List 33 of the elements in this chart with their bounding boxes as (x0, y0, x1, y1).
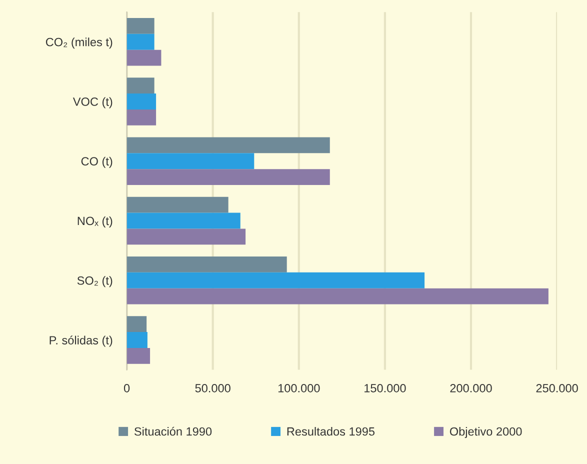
bar (126, 18, 154, 34)
bar (126, 212, 240, 229)
legend-label: Situación 1990 (134, 426, 212, 436)
x-tick-label: 250.000 (536, 384, 578, 392)
bar (126, 169, 330, 185)
bar (126, 109, 156, 126)
bar (126, 332, 148, 348)
bar (126, 196, 228, 213)
y-tick-label: CO₂ (miles t) (46, 38, 112, 49)
y-tick-label: CO (t) (81, 156, 112, 168)
x-tick-label: 200.000 (450, 384, 492, 392)
y-tick-label: SO₂ (t) (77, 276, 112, 288)
y-tick-label: NOₓ (t) (78, 216, 112, 228)
legend-label: Resultados 1995 (287, 427, 375, 436)
bar (126, 316, 147, 332)
bar (126, 288, 548, 304)
x-tick-label: 50.000 (195, 384, 230, 392)
legend-label: Objetivo 2000 (450, 427, 522, 438)
bar (126, 348, 150, 364)
bar (126, 94, 156, 110)
y-tick-label: P. sólidas (t) (50, 336, 112, 347)
bar (126, 50, 162, 66)
x-tick-label: 0 (124, 384, 130, 392)
bar (126, 137, 330, 154)
bar (126, 153, 254, 170)
bar (126, 78, 154, 94)
bar (126, 256, 287, 272)
y-tick-label: VOC (t) (72, 97, 112, 108)
x-tick-label: 100.000 (278, 384, 320, 392)
bar (126, 228, 246, 245)
x-tick-label: 150.000 (364, 384, 406, 392)
bar (126, 272, 425, 288)
bar (126, 34, 154, 50)
